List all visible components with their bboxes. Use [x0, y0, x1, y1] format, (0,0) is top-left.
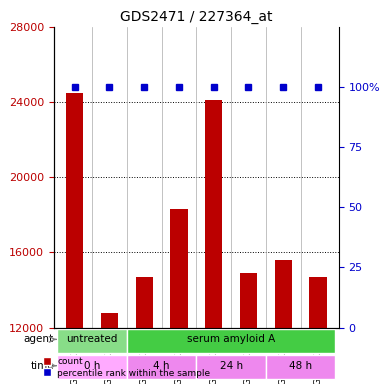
Bar: [136, 277, 153, 328]
Bar: [240, 273, 257, 328]
FancyBboxPatch shape: [57, 329, 127, 353]
Title: GDS2471 / 227364_at: GDS2471 / 227364_at: [120, 10, 273, 25]
FancyBboxPatch shape: [127, 329, 335, 353]
Legend: count, percentile rank within the sample: count, percentile rank within the sample: [43, 357, 211, 377]
FancyBboxPatch shape: [266, 355, 335, 379]
Bar: [101, 313, 118, 328]
Text: serum amyloid A: serum amyloid A: [187, 334, 275, 344]
FancyBboxPatch shape: [57, 355, 127, 379]
FancyBboxPatch shape: [196, 355, 266, 379]
Text: time: time: [30, 361, 54, 371]
Text: untreated: untreated: [67, 334, 118, 344]
Bar: [66, 93, 84, 328]
Bar: [309, 277, 326, 328]
Bar: [275, 260, 292, 328]
Bar: [205, 100, 223, 328]
Bar: [170, 209, 187, 328]
Text: agent: agent: [24, 334, 54, 344]
Text: 4 h: 4 h: [153, 361, 170, 371]
FancyBboxPatch shape: [127, 355, 196, 379]
Text: 0 h: 0 h: [84, 361, 100, 371]
Text: 48 h: 48 h: [289, 361, 312, 371]
Text: 24 h: 24 h: [219, 361, 243, 371]
